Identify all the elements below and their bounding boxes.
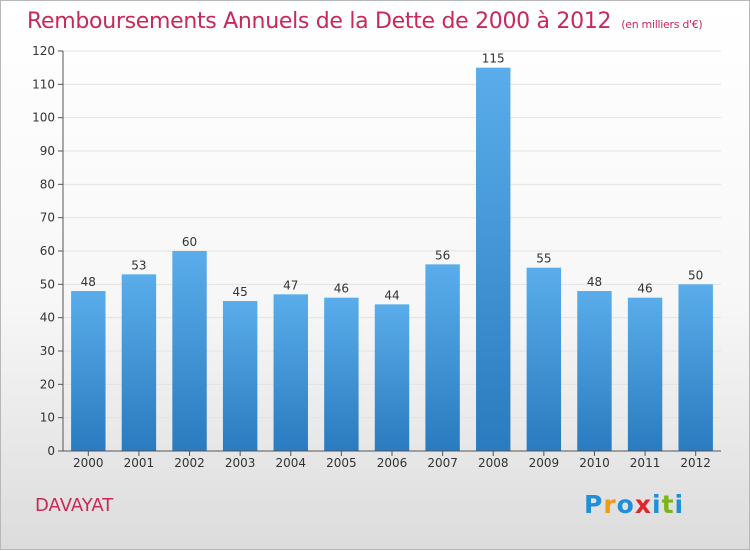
x-tick-label: 2002 bbox=[174, 456, 205, 470]
x-tick-label: 2004 bbox=[275, 456, 306, 470]
value-label: 45 bbox=[233, 285, 248, 299]
y-tick-label: 90 bbox=[40, 144, 55, 158]
x-tick-label: 2011 bbox=[630, 456, 661, 470]
logo-letter-0: P bbox=[584, 490, 604, 519]
value-label: 53 bbox=[131, 258, 146, 272]
x-tick-label: 2010 bbox=[579, 456, 610, 470]
logo-letter-6: i bbox=[674, 490, 685, 519]
value-label: 50 bbox=[688, 268, 703, 282]
y-tick-label: 60 bbox=[40, 244, 55, 258]
bar bbox=[678, 284, 713, 451]
y-tick-label: 20 bbox=[40, 377, 55, 391]
bar bbox=[222, 301, 258, 451]
y-tick-label: 80 bbox=[40, 177, 55, 191]
y-tick-label: 40 bbox=[40, 311, 55, 325]
logo-letter-4: i bbox=[652, 490, 662, 519]
bar bbox=[172, 251, 207, 451]
y-tick-label: 120 bbox=[32, 44, 55, 58]
value-label: 46 bbox=[637, 282, 652, 296]
proxiti-logo: Proxiti bbox=[584, 490, 684, 519]
value-label: 60 bbox=[182, 235, 197, 249]
bar bbox=[121, 274, 157, 451]
value-label: 48 bbox=[81, 275, 96, 289]
logo-letter-2: o bbox=[616, 490, 635, 519]
x-tick-label: 2008 bbox=[478, 456, 509, 470]
y-tick-label: 10 bbox=[40, 411, 55, 425]
y-tick-label: 50 bbox=[40, 277, 55, 291]
bar bbox=[526, 267, 562, 451]
x-tick-label: 2009 bbox=[529, 456, 560, 470]
bar bbox=[374, 304, 410, 451]
value-label: 55 bbox=[536, 252, 551, 266]
y-tick-label: 0 bbox=[47, 444, 55, 458]
bar bbox=[627, 297, 663, 451]
chart-title: Remboursements Annuels de la Dette de 20… bbox=[27, 9, 703, 34]
logo-letter-5: t bbox=[661, 490, 675, 519]
x-tick-label: 2003 bbox=[225, 456, 256, 470]
x-tick-label: 2007 bbox=[427, 456, 458, 470]
y-tick-label: 110 bbox=[32, 77, 55, 91]
value-label: 46 bbox=[334, 282, 349, 296]
bar bbox=[71, 291, 106, 451]
value-label: 48 bbox=[587, 275, 602, 289]
x-tick-label: 2000 bbox=[73, 456, 104, 470]
x-tick-label: 2012 bbox=[680, 456, 711, 470]
logo-letter-3: x bbox=[634, 490, 652, 519]
value-label: 44 bbox=[384, 288, 399, 302]
value-label: 47 bbox=[283, 278, 298, 292]
y-tick-label: 70 bbox=[40, 211, 55, 225]
y-tick-label: 30 bbox=[40, 344, 55, 358]
value-label: 115 bbox=[482, 52, 505, 66]
bar bbox=[425, 264, 460, 451]
bar bbox=[476, 67, 511, 452]
value-label: 56 bbox=[435, 248, 450, 262]
x-tick-label: 2001 bbox=[124, 456, 155, 470]
y-tick-label: 100 bbox=[32, 111, 55, 125]
bar bbox=[577, 291, 612, 451]
commune-name: DAVAYAT bbox=[35, 495, 114, 516]
x-tick-label: 2005 bbox=[326, 456, 357, 470]
bar bbox=[273, 294, 308, 451]
logo-letter-1: r bbox=[603, 490, 617, 519]
bar bbox=[324, 297, 359, 451]
chart-subtitle: (en milliers d'€) bbox=[621, 18, 703, 31]
x-tick-label: 2006 bbox=[377, 456, 408, 470]
